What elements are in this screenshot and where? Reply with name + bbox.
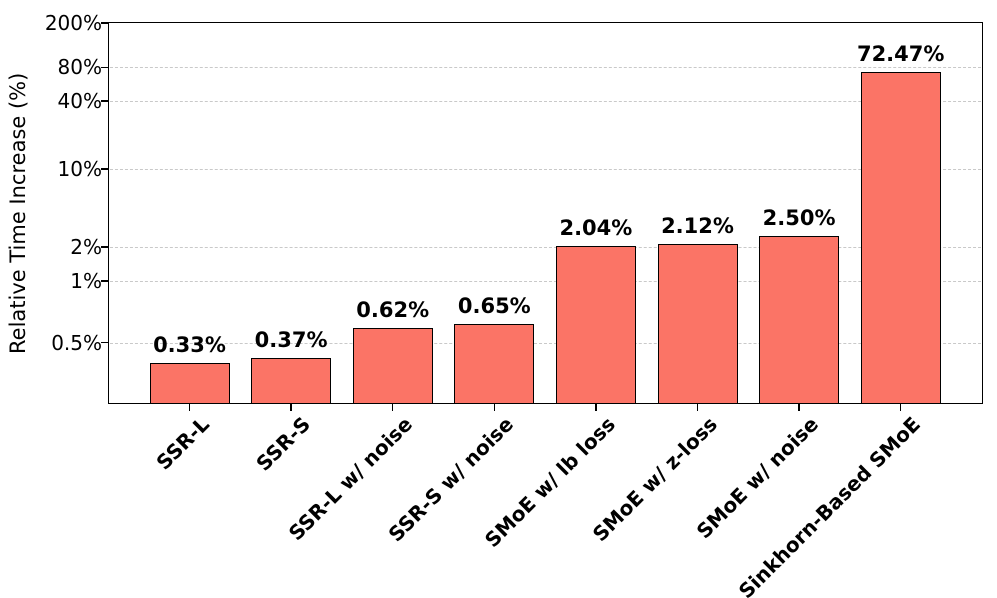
bar [860, 72, 941, 404]
y-tick-label: 10% [57, 156, 102, 181]
x-tick-mark [899, 404, 902, 411]
bar [555, 246, 636, 404]
x-tick-mark [290, 404, 292, 411]
x-tick-label: SSR-L [150, 412, 214, 475]
y-tick-label: 80% [57, 55, 102, 80]
bar-value-label: 0.62% [356, 297, 430, 322]
gridline [110, 101, 981, 103]
gridline [110, 67, 981, 69]
bar [759, 236, 840, 404]
y-tick-mark [101, 22, 108, 24]
y-tick-mark [101, 280, 108, 282]
y-tick-label: 0.5% [51, 330, 102, 355]
x-tick-mark [798, 404, 800, 411]
y-tick-label: 200% [44, 10, 102, 35]
y-tick-mark [101, 341, 108, 344]
bar [657, 244, 738, 404]
y-tick-mark [101, 66, 108, 69]
y-tick-label: 2% [70, 235, 102, 260]
bar [454, 324, 535, 404]
bar [352, 327, 433, 404]
x-tick-mark [595, 404, 597, 411]
y-tick-mark [101, 168, 108, 170]
bar-value-label: 0.65% [457, 294, 531, 319]
bar-value-label: 72.47% [856, 42, 945, 67]
x-tick-label: SSR-S [251, 412, 316, 476]
gridline [110, 247, 981, 249]
y-tick-label: 1% [70, 269, 102, 293]
bar-value-label: 2.12% [661, 214, 734, 239]
y-tick-label: 40% [57, 89, 102, 114]
plot-frame [108, 22, 983, 404]
x-tick-mark [188, 404, 191, 411]
x-tick-label: Sinkhorn-Based SMoE [733, 412, 925, 598]
bar-value-label: 2.04% [559, 216, 633, 241]
x-tick-mark [493, 404, 496, 411]
y-tick-mark [101, 100, 108, 103]
y-tick-mark [101, 246, 108, 249]
bar-value-label: 2.50% [762, 206, 836, 231]
gridline [110, 168, 981, 170]
bar [149, 363, 230, 404]
bar-value-label: 0.37% [254, 328, 328, 353]
bar-value-label: 0.33% [153, 333, 226, 358]
x-tick-mark [391, 404, 394, 411]
gridline [110, 281, 981, 282]
gridline [110, 342, 981, 344]
bar [251, 358, 332, 404]
x-tick-mark [696, 404, 699, 411]
